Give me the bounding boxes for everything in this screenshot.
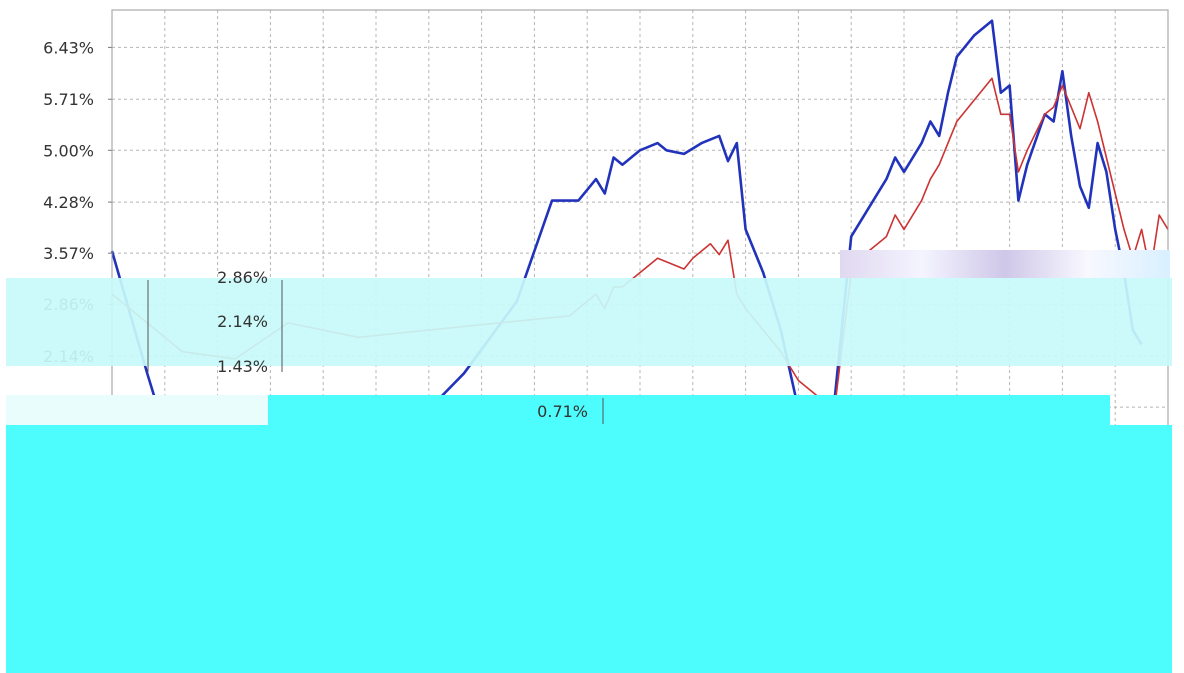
glitch-fill-bottom [6, 425, 1172, 673]
y-tick-label: 6.43% [43, 38, 94, 57]
y-tick-label: 3.57% [43, 244, 94, 263]
glitch-band-top [6, 278, 1172, 366]
y-tick-label: 5.71% [43, 90, 94, 109]
y-tick-label: 4.28% [43, 193, 94, 212]
glitch-noise-strip [840, 250, 1170, 278]
y-tick-label: 5.00% [43, 141, 94, 160]
glitch-band-mid [120, 395, 1110, 425]
